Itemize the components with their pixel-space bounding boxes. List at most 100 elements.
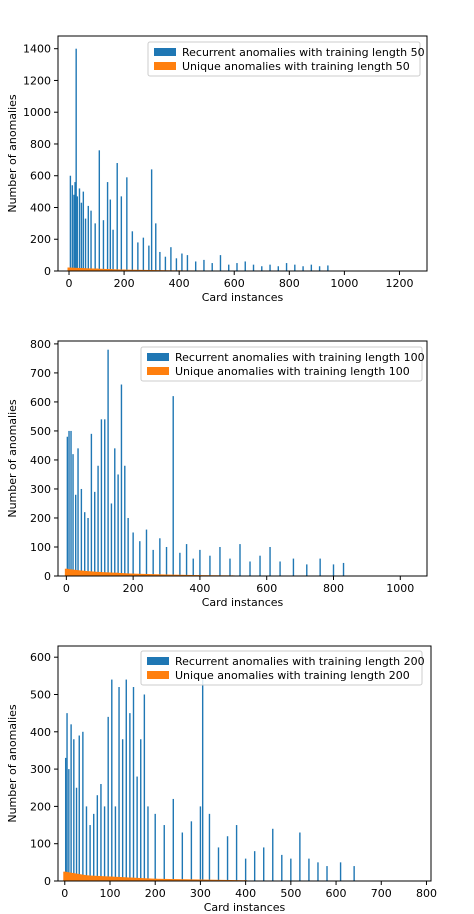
recurrent-bar — [163, 825, 165, 881]
recurrent-bar — [73, 194, 75, 271]
recurrent-bar — [114, 448, 116, 576]
recurrent-bar — [244, 858, 247, 881]
y-tick-label: 400 — [30, 726, 51, 739]
recurrent-bar — [164, 256, 167, 271]
recurrent-bar — [308, 858, 310, 881]
x-tick-label: 1000 — [330, 277, 358, 290]
recurrent-bar — [145, 529, 148, 576]
recurrent-bar — [106, 182, 109, 271]
recurrent-bar — [121, 739, 124, 881]
recurrent-bar — [74, 182, 76, 271]
unique-area — [64, 871, 246, 881]
recurrent-bar — [201, 679, 204, 881]
x-tick-label: 200 — [114, 277, 135, 290]
y-tick-label: 200 — [30, 800, 51, 813]
recurrent-bar — [199, 549, 201, 576]
recurrent-bar — [279, 561, 281, 576]
y-tick-label: 700 — [30, 367, 51, 380]
recurrent-bar — [132, 532, 134, 576]
recurrent-bar — [87, 205, 89, 271]
recurrent-bar — [127, 517, 129, 576]
recurrent-bar — [150, 169, 153, 271]
recurrent-bar — [175, 258, 178, 271]
x-tick-label: 500 — [280, 887, 301, 900]
recurrent-bar — [292, 558, 295, 576]
unique-area — [69, 267, 235, 271]
recurrent-bar — [269, 264, 271, 271]
recurrent-bar — [129, 713, 131, 881]
x-axis-label: Card instances — [202, 291, 284, 304]
x-tick-label: 800 — [416, 887, 437, 900]
legend-swatch — [154, 62, 176, 70]
recurrent-bar — [327, 265, 329, 271]
y-tick-label: 400 — [30, 454, 51, 467]
legend-label: Recurrent anomalies with training length… — [182, 46, 425, 59]
recurrent-bar — [165, 546, 168, 576]
recurrent-bar — [75, 787, 78, 881]
recurrent-bar — [80, 488, 83, 576]
recurrent-bar — [72, 454, 74, 576]
chart-training-length-100: 0 200 400 600 800 1000 0 100 200 300 400 500 600 700 8… — [6, 338, 428, 609]
recurrent-bar — [261, 266, 263, 271]
x-tick-label: 700 — [371, 887, 392, 900]
recurrent-bar — [64, 757, 67, 881]
recurrent-bar — [208, 813, 211, 881]
legend-label: Recurrent anomalies with training length… — [175, 351, 425, 364]
recurrent-bar — [194, 261, 197, 271]
y-axis-label: Number of anomalies — [6, 94, 19, 213]
recurrent-bar — [100, 784, 102, 881]
recurrent-bar — [69, 175, 72, 271]
recurrent-bar — [85, 806, 88, 881]
x-tick-label: 400 — [235, 887, 256, 900]
recurrent-bar — [263, 847, 265, 881]
y-tick-label: 0 — [44, 875, 51, 888]
recurrent-bar — [339, 862, 342, 881]
y-tick-label: 300 — [30, 483, 51, 496]
recurrent-bar — [76, 196, 78, 271]
x-tick-label: 100 — [99, 887, 120, 900]
legend-swatch — [154, 48, 176, 56]
y-tick-label: 1200 — [23, 74, 51, 87]
recurrent-bar — [77, 448, 79, 576]
recurrent-bar — [87, 517, 89, 576]
x-tick-label: 0 — [66, 277, 73, 290]
y-tick-label: 800 — [30, 338, 51, 351]
recurrent-bar — [116, 163, 118, 271]
recurrent-bar — [143, 694, 146, 881]
legend-label: Recurrent anomalies with training length… — [175, 655, 425, 668]
recurrent-bar — [317, 862, 319, 881]
legend-swatch — [147, 353, 169, 361]
x-axis-label: Card instances — [202, 596, 284, 609]
y-tick-label: 300 — [30, 763, 51, 776]
recurrent-bar — [332, 564, 335, 576]
recurrent-bar — [120, 384, 123, 576]
recurrent-bar — [132, 687, 135, 881]
series-0 — [64, 679, 355, 881]
recurrent-bar — [319, 558, 321, 576]
y-tick-label: 600 — [30, 651, 51, 664]
y-axis-label: Number of anomalies — [6, 399, 19, 518]
y-tick-label: 800 — [30, 138, 51, 151]
y-tick-label: 100 — [30, 838, 51, 851]
recurrent-bar — [235, 825, 238, 881]
recurrent-bar — [80, 202, 83, 271]
recurrent-bar — [186, 255, 189, 271]
x-tick-label: 1000 — [386, 582, 414, 595]
y-tick-label: 200 — [30, 512, 51, 525]
recurrent-bar — [306, 564, 308, 576]
recurrent-bar — [84, 218, 87, 271]
recurrent-bar — [281, 854, 283, 881]
legend-label: Unique anomalies with training length 10… — [175, 365, 410, 378]
recurrent-bar — [82, 731, 84, 881]
recurrent-bar — [226, 836, 229, 881]
recurrent-bar — [172, 396, 174, 576]
legend-swatch — [147, 671, 169, 679]
chart-training-length-50: 0 200 400 600 800 1000 1200 0 200 400 600 800 1000 12… — [6, 35, 428, 304]
x-tick-label: 600 — [326, 887, 347, 900]
y-tick-label: 600 — [30, 170, 51, 183]
x-tick-label: 300 — [190, 887, 211, 900]
recurrent-bar — [124, 465, 126, 576]
recurrent-bar — [192, 558, 194, 576]
recurrent-bar — [131, 231, 134, 271]
